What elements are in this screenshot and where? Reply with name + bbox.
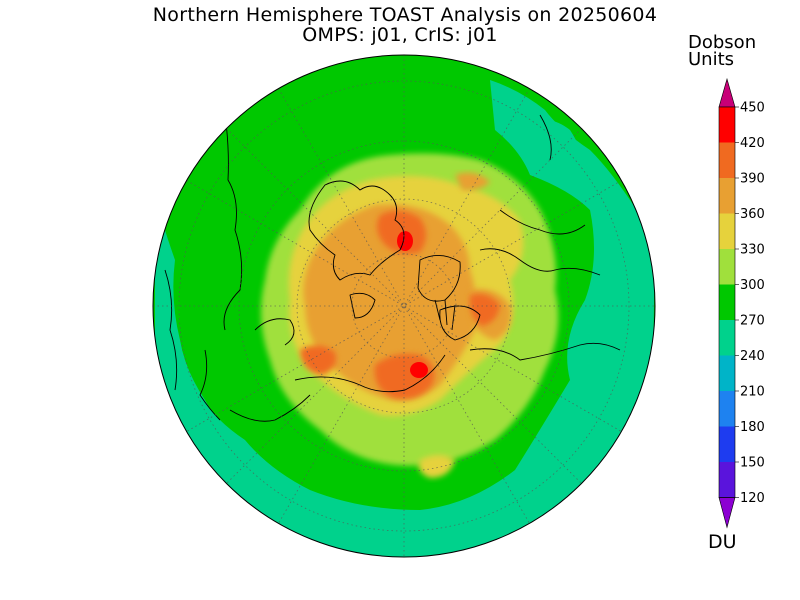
hemisphere-disc: [153, 55, 655, 557]
colorbar-tick-label: 300: [740, 278, 765, 293]
colorbar-swatch: [719, 391, 735, 427]
colorbar-tick-label: 240: [740, 349, 765, 364]
map-title: Northern Hemisphere TOAST Analysis on 20…: [152, 4, 658, 26]
colorbar-tick-label: 120: [740, 491, 765, 506]
colorbar-swatch: [719, 142, 735, 178]
disc-outline: [152, 54, 656, 558]
colorbar-tick-label: 270: [740, 314, 765, 329]
graticule: [153, 55, 655, 557]
colorbar-swatch: [719, 249, 735, 285]
colorbar-swatch: [719, 107, 735, 143]
colorbar-bottom-arrow: [718, 497, 736, 529]
coastlines: [164, 94, 621, 422]
colorbar: 450 420 390 360 330 300 270 240 210 180 150 120: [718, 77, 765, 529]
ozone-maximum-south: [410, 362, 428, 378]
colorbar-tick-label: 390: [740, 172, 765, 187]
ozone-region-360-390: [303, 204, 477, 401]
colorbar-swatch: [719, 462, 735, 498]
colorbar-tick-label: 330: [740, 243, 765, 258]
colorbar-swatch: [719, 320, 735, 356]
colorbar-swatch: [719, 426, 735, 462]
colorbar-swatch: [719, 213, 735, 249]
colorbar-du-label: DU: [708, 531, 737, 553]
ozone-region-390-420-east: [469, 293, 500, 326]
units-line-2: Units: [688, 49, 735, 70]
colorbar-swatch: [719, 355, 735, 391]
ozone-region-360-390-north: [455, 172, 490, 191]
colorbar-swatch: [719, 178, 735, 214]
colorbar-tick-label: 420: [740, 136, 765, 151]
colorbar-tick-label: 180: [740, 420, 765, 435]
ozone-region-330-360-south: [418, 455, 455, 478]
ozone-maximum-north: [397, 231, 413, 251]
colorbar-tick-label: 210: [740, 385, 765, 400]
colorbar-units-title: Dobson Units: [688, 32, 778, 70]
colorbar-tick-label: 450: [740, 101, 765, 116]
ozone-region-390-420-west: [300, 345, 337, 375]
colorbar-tick-label: 360: [740, 207, 765, 222]
colorbar-swatch: [719, 284, 735, 320]
colorbar-tick-label: 150: [740, 456, 765, 471]
ozone-region-240-270-east: [520, 120, 584, 190]
colorbar-top-arrow: [718, 77, 736, 108]
units-line-1: Dobson: [688, 32, 757, 53]
map-subtitle: OMPS: j01, CrIS: j01: [302, 24, 498, 46]
colorbar-outline: [718, 106, 736, 498]
